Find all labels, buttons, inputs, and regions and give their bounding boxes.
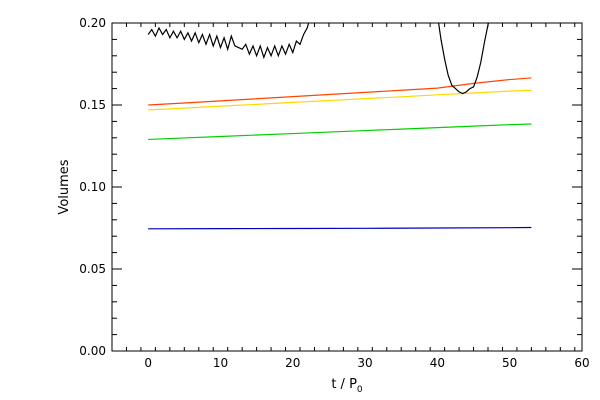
x-tick-label: 60 — [574, 356, 589, 370]
series-line-2 — [148, 89, 532, 111]
y-axis-title: Volumes — [57, 159, 72, 214]
series-line-5 — [147, 23, 310, 60]
x-axis-title: t / P0 — [331, 377, 363, 395]
ticks-group — [111, 22, 582, 352]
x-tick-label: 20 — [285, 356, 300, 370]
x-tick-label: 10 — [213, 356, 228, 370]
y-tick-label: 0.00 — [79, 344, 106, 358]
x-tick-label: 0 — [144, 356, 152, 370]
y-tick-label: 0.20 — [79, 16, 106, 30]
series-line-6 — [437, 23, 490, 95]
series-group — [147, 23, 532, 230]
series-line-3 — [148, 123, 532, 141]
x-axis-title-subscript: 0 — [357, 385, 363, 395]
y-tick-label: 0.15 — [79, 98, 106, 112]
series-line-4 — [148, 226, 532, 230]
series-line-1 — [148, 77, 532, 106]
y-tick-label: 0.05 — [79, 262, 106, 276]
tick-labels: 0 10 20 30 40 50 60 0.00 0.05 0.10 0.15 0.20 — [79, 16, 589, 370]
x-tick-label: 30 — [357, 356, 372, 370]
y-tick-label: 0.10 — [79, 180, 106, 194]
x-tick-label: 40 — [430, 356, 445, 370]
x-tick-label: 50 — [502, 356, 517, 370]
plot-frame — [111, 22, 583, 352]
